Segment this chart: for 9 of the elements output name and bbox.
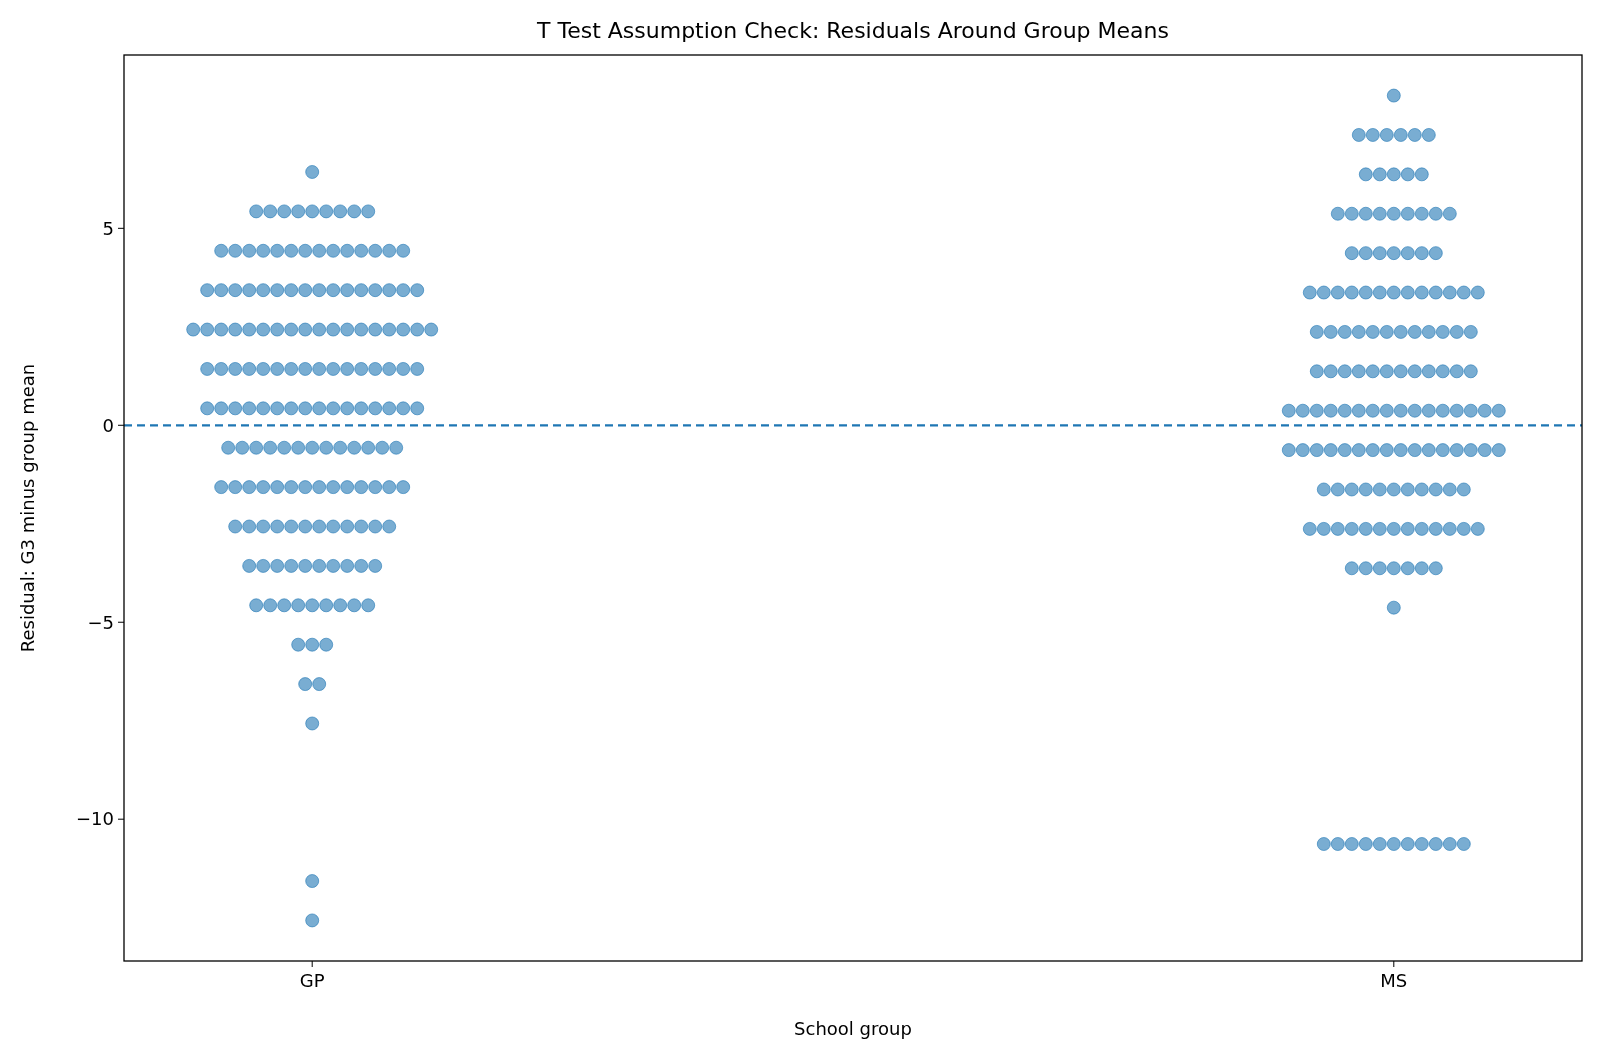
x-tick-label: MS [1380, 970, 1408, 991]
y-tick-label: −5 [87, 611, 114, 633]
x-axis-title: School group [794, 1018, 912, 1039]
chart-title: T Test Assumption Check: Residuals Around Group Means [536, 18, 1169, 43]
y-axis-title: Residual: G3 minus group mean [17, 363, 38, 653]
x-tick-label: GP [299, 970, 325, 991]
y-tick-label: 0 [102, 414, 114, 436]
y-tick-label: 5 [102, 217, 114, 239]
y-tick-label: −10 [76, 808, 114, 830]
